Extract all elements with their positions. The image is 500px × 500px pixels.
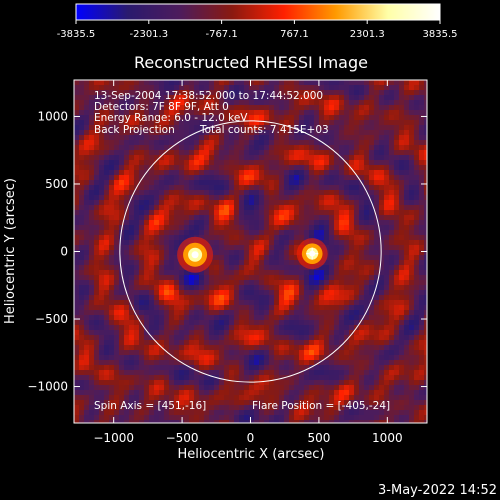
heatmap-image (74, 80, 427, 423)
colorbar-ticks (75, 20, 441, 24)
solar-limb-circle (119, 120, 382, 383)
annotation-line: Detectors: 7F 8F 9F, Att 0 (94, 101, 229, 113)
colorbar: -3835.5 -2301.3 -767.1 767.1 2301.3 3835.5 (57, 3, 458, 40)
x-axis-label: Heliocentric X (arcsec) (178, 447, 325, 462)
x-tick-label: −500 (166, 431, 199, 445)
emission-source (177, 236, 214, 273)
image-annotations: 13-Sep-2004 17:38:52.000 to 17:44:52.000… (94, 90, 329, 136)
spin-axis-marker (306, 247, 319, 260)
colorbar-gradient (75, 3, 441, 21)
y-tick-label: 0 (60, 245, 68, 259)
annotation-line: Energy Range: 6.0 - 12.0 keV (94, 112, 248, 124)
colorbar-tick-label: -2301.3 (129, 29, 168, 40)
x-axis-ticks: −1000 −500 0 500 1000 (93, 80, 403, 445)
y-tick-label: 500 (45, 177, 68, 191)
x-tick-label: 500 (307, 431, 330, 445)
y-tick-label: −1000 (27, 380, 68, 394)
annotation-line: 13-Sep-2004 17:38:52.000 to 17:44:52.000 (94, 90, 323, 102)
flare-position-label: Flare Position = [-405,-24] (252, 400, 390, 412)
spin-axis-label: Spin Axis = [451,-16] (94, 400, 206, 412)
colorbar-tick-label: 3835.5 (423, 29, 458, 40)
y-tick-label: 1000 (37, 109, 68, 123)
heatmap-pixels (74, 80, 427, 423)
y-tick-label: −500 (35, 312, 68, 326)
annotation-line: Back Projection (94, 124, 175, 136)
y-axis-label: Heliocentric Y (arcsec) (3, 178, 18, 324)
plot-timestamp: 3-May-2022 14:52 (378, 483, 497, 498)
x-tick-label: 1000 (372, 431, 403, 445)
colorbar-tick-label: -3835.5 (57, 29, 96, 40)
annotation-line: Total counts: 7.415E+03 (199, 124, 329, 136)
colorbar-tick-label: -767.1 (205, 29, 237, 40)
x-tick-label: −1000 (93, 431, 134, 445)
y-axis-ticks: −1000 −500 0 500 1000 (27, 109, 427, 394)
colorbar-tick-label: 2301.3 (350, 29, 385, 40)
chart-title: Reconstructed RHESSI Image (134, 53, 368, 72)
colorbar-tick-labels: -3835.5 -2301.3 -767.1 767.1 2301.3 3835.5 (57, 29, 458, 40)
colorbar-tick-label: 767.1 (280, 29, 309, 40)
x-tick-label: 0 (247, 431, 255, 445)
